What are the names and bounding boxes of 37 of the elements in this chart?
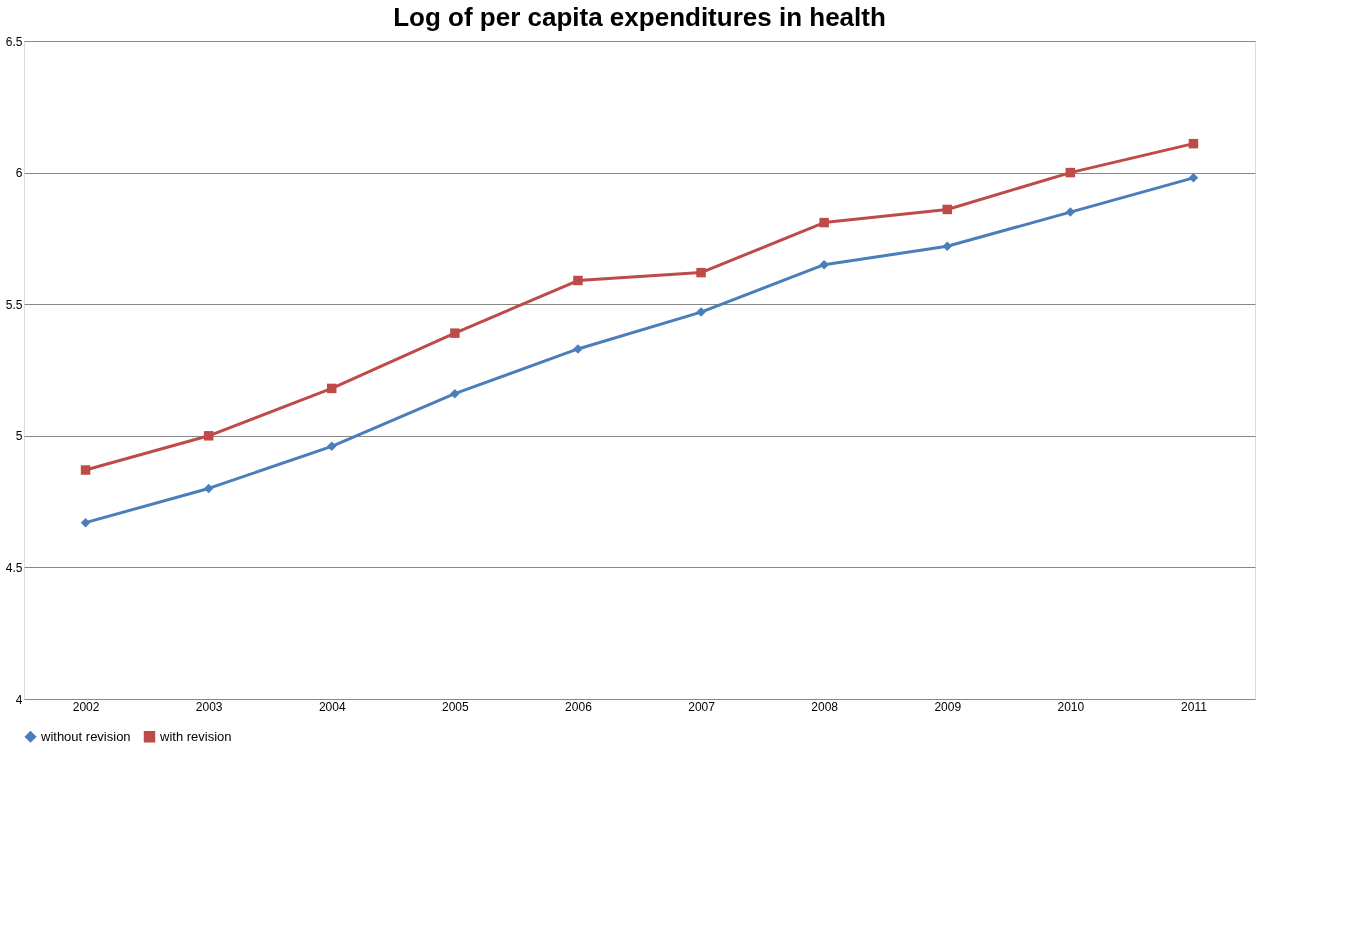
y-tick-label: 6	[15, 166, 23, 181]
y-tick-label: 5.5	[5, 297, 23, 312]
y-tick-label: 4.5	[5, 560, 23, 575]
point	[450, 328, 460, 338]
point	[942, 241, 952, 252]
point	[819, 259, 829, 270]
legend-label: without revision	[40, 728, 131, 744]
x-tick-label: 2002	[72, 699, 100, 714]
point	[327, 383, 337, 394]
point	[819, 217, 829, 228]
x-tick-label: 2011	[1181, 699, 1208, 714]
point	[942, 204, 952, 215]
x-tick-label: 2006	[565, 699, 593, 714]
point	[1065, 167, 1076, 178]
y-tick-label: 5	[15, 429, 23, 444]
point	[80, 517, 91, 528]
point	[203, 483, 214, 494]
point	[80, 465, 91, 475]
legend-label: with revision	[159, 728, 232, 744]
y-tick-label: 4	[15, 692, 23, 707]
x-tick-label: 2007	[688, 699, 716, 714]
y-tick-label: 6.5	[5, 34, 23, 49]
chart-title: Log of per capita expenditures in health	[393, 2, 886, 32]
x-tick-label: 2009	[934, 699, 962, 714]
point	[1188, 138, 1199, 149]
point	[203, 431, 214, 441]
point	[327, 441, 337, 452]
point	[1188, 173, 1199, 183]
x-tick-label: 2010	[1057, 699, 1085, 714]
x-tick-label: 2008	[811, 699, 839, 714]
x-tick-label: 2005	[442, 699, 470, 714]
point	[450, 388, 460, 399]
point	[573, 275, 583, 286]
point	[1065, 207, 1076, 217]
point	[696, 267, 706, 278]
x-tick-label: 2004	[318, 699, 346, 714]
x-tick-label: 2003	[195, 699, 223, 714]
